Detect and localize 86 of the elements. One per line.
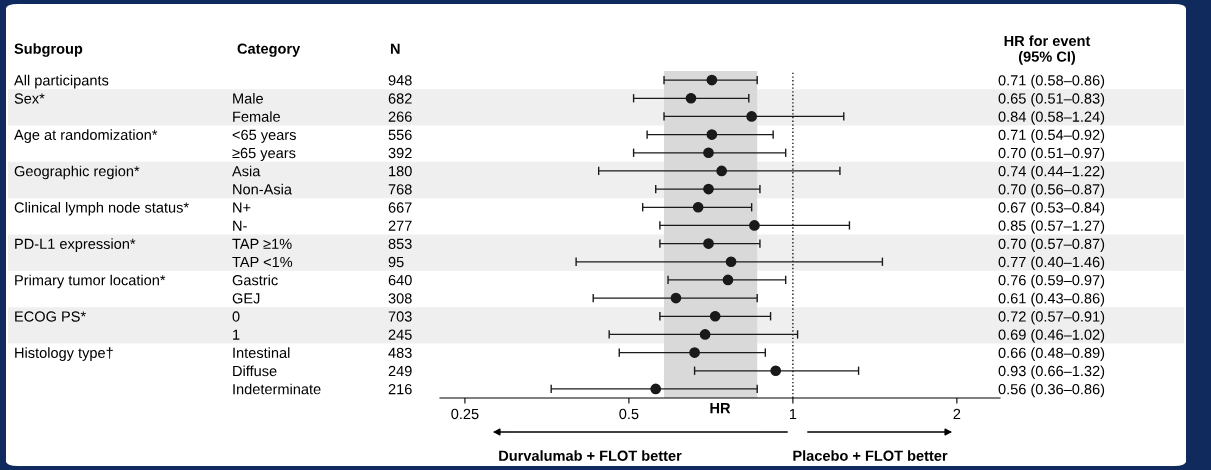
y-tick-label: <65 years (232, 129, 296, 143)
point (706, 74, 718, 86)
y-tick-label: Asia (232, 165, 261, 177)
data-label: 0.76 (0.59–0.97) (998, 274, 1105, 289)
data-label: 0.69 (0.46–1.02) (998, 329, 1105, 343)
text: HR for event (95% CI) (1004, 35, 1091, 65)
data-label: 0.67 (0.53–0.84) (998, 201, 1105, 216)
y-tick-label: N- (233, 220, 247, 231)
y-tick-label: ≥65 years (232, 147, 296, 162)
data-label: 0.84 (0.58–1.24) (998, 111, 1105, 125)
x-tick-label: 0.25 (451, 408, 479, 420)
point (685, 92, 697, 104)
y2-tick-label: 556 (388, 129, 412, 141)
y2-tick-label: 483 (388, 347, 412, 359)
y2-tick-label: 682 (388, 93, 412, 104)
y2-tick-label: 768 (388, 184, 412, 195)
y2-tick-label: 95 (388, 256, 404, 268)
y-tick-label: Indeterminate (233, 383, 321, 395)
category-label: Sex* (14, 93, 45, 104)
y-tick-label: N+ (233, 202, 251, 213)
data-label: 0.70 (0.56–0.87) (998, 183, 1105, 198)
point (703, 238, 714, 249)
y2-tick-label: 640 (388, 275, 412, 286)
data-label: 0.70 (0.57–0.87) (998, 238, 1105, 252)
point (689, 347, 700, 358)
category-label: Histology type† (15, 347, 113, 361)
y-tick-label: TAP <1% (232, 256, 293, 268)
y2-tick-label: 277 (388, 220, 412, 231)
y-tick-label: 1 (233, 329, 240, 340)
data-label: 0.71 (0.58–0.86) (998, 74, 1105, 89)
category-label: Clinical lymph node status* (14, 201, 189, 216)
y2-tick-label: 703 (388, 311, 412, 322)
text: Placebo + FLOT better (793, 450, 948, 461)
data-label: 0.72 (0.57–0.91) (998, 310, 1105, 325)
point (699, 329, 711, 340)
y-tick-label: Intestinal (233, 347, 290, 359)
point (703, 147, 714, 159)
point (725, 256, 737, 268)
y2-tick-label: 948 (388, 75, 412, 86)
y-tick-label: Non-Asia (233, 183, 292, 195)
category-label: Geographic region* (14, 165, 140, 180)
y2-tick-label: 180 (389, 166, 412, 177)
category-label: Age at randomization* (14, 129, 158, 143)
x-tick-label: 1 (789, 408, 797, 419)
y-tick-label: 0 (232, 311, 240, 322)
data-label: 0.93 (0.66–1.32) (998, 365, 1105, 380)
point (722, 274, 734, 286)
y2-tick-label: 667 (388, 202, 412, 213)
y2-tick-label: 216 (388, 384, 412, 395)
text: Subgroup (14, 43, 83, 57)
y-tick-label: Female (233, 111, 280, 122)
data-label: 0.77 (0.40–1.46) (998, 256, 1105, 271)
point (716, 165, 728, 177)
category-label: ECOG PS* (15, 311, 86, 322)
x-tick-label: 0.5 (619, 408, 639, 420)
data-label: 0.70 (0.51–0.97) (998, 147, 1105, 162)
category-label: Primary tumor location* (15, 274, 166, 289)
x-tick-label: 2 (953, 408, 961, 419)
y-tick-label: TAP ≥1% (232, 238, 292, 249)
y-tick-label: GEJ (232, 293, 260, 304)
data-label: 0.56 (0.36–0.86) (998, 383, 1105, 398)
category-label: All participants (14, 74, 109, 89)
data-label: 0.71 (0.54–0.92) (998, 129, 1105, 143)
y2-tick-label: 249 (388, 365, 412, 377)
y2-tick-label: 308 (388, 293, 412, 304)
data-label: 0.65 (0.51–0.83) (998, 92, 1105, 107)
point (709, 310, 721, 322)
y2-tick-label: 853 (388, 238, 412, 250)
text: N (390, 43, 400, 54)
y2-tick-label: 245 (388, 329, 412, 340)
category-label: PD-L1 expression* (15, 238, 136, 252)
data-label: 0.66 (0.48–0.89) (998, 347, 1105, 361)
point (692, 201, 704, 213)
point (706, 129, 718, 140)
data-label: 0.74 (0.44–1.22) (998, 165, 1105, 180)
data-label: 0.61 (0.43–0.86) (998, 292, 1105, 307)
y-tick-label: Male (233, 92, 263, 104)
data-label: 0.85 (0.57–1.27) (998, 220, 1105, 234)
x-axis-title: HR (710, 403, 731, 414)
y-tick-label: Diffuse (233, 365, 277, 377)
point (703, 183, 714, 195)
text: Category (237, 43, 301, 57)
y2-tick-label: 392 (388, 147, 412, 159)
text: Durvalumab + FLOT better (499, 450, 682, 461)
y2-tick-label: 266 (388, 111, 412, 122)
y-tick-label: Gastric (232, 274, 278, 286)
